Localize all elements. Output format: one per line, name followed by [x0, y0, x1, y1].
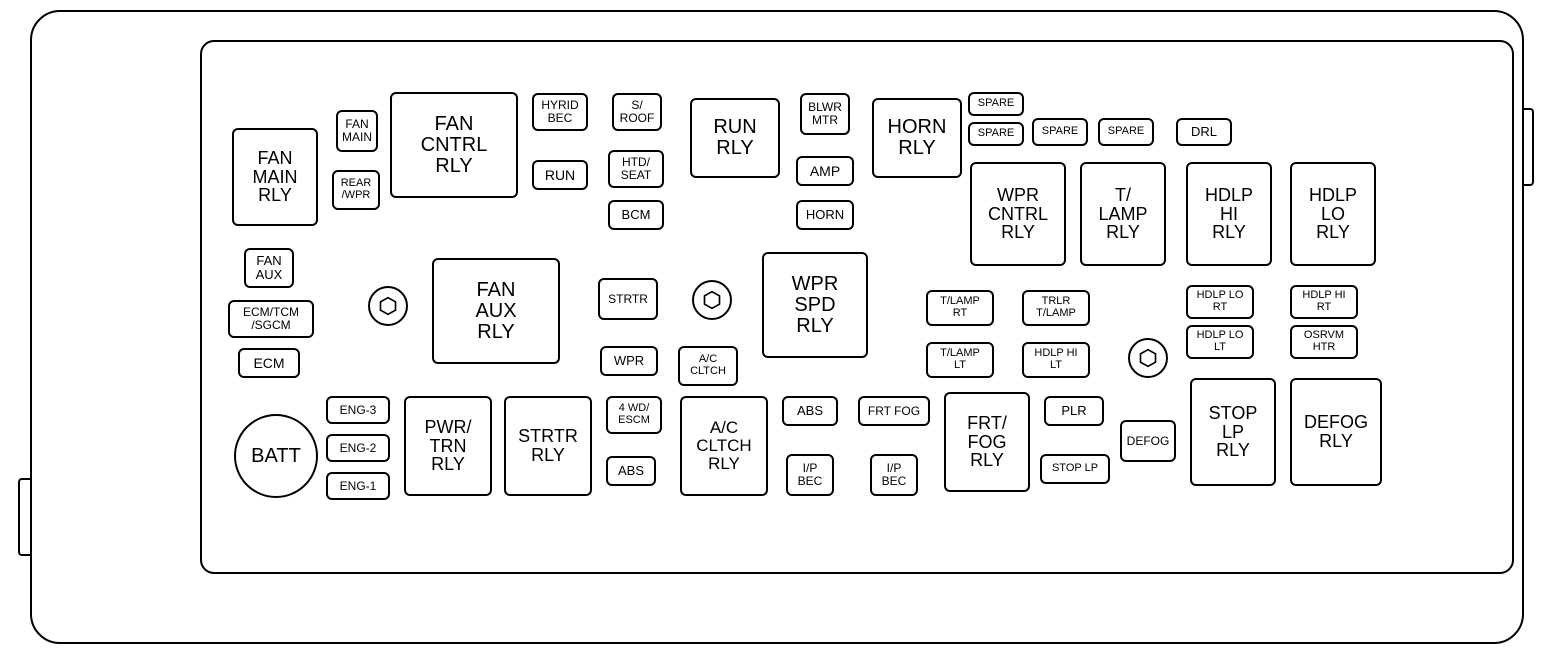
- fuse-hdlp-hi-lt: HDLP HI LT: [1022, 342, 1090, 378]
- fuse-fan-cntrl-rly: FAN CNTRL RLY: [390, 92, 518, 198]
- fuse-amp: AMP: [796, 156, 854, 186]
- fuse-ecm: ECM: [238, 348, 300, 378]
- hex-icon: [378, 296, 398, 316]
- fuse-fan-aux-f: FAN AUX: [244, 248, 294, 288]
- fuse-ip-bec-1: I/P BEC: [786, 454, 834, 496]
- fuse-s-roof: S/ ROOF: [612, 93, 662, 131]
- fuse-spare1: SPARE: [968, 92, 1024, 116]
- fuse-4wd-escm: 4 WD/ ESCM: [606, 396, 662, 434]
- hex-icon: [702, 290, 722, 310]
- fuse-defog-f: DEFOG: [1120, 420, 1176, 462]
- fuse-plr: PLR: [1044, 396, 1104, 426]
- fuse-stop-lp-rly: STOP LP RLY: [1190, 378, 1276, 486]
- fuse-osrvm-htr: OSRVM HTR: [1290, 325, 1358, 359]
- fuse-stop-lp: STOP LP: [1040, 454, 1110, 484]
- fuse-spare3: SPARE: [1032, 118, 1088, 146]
- fuse-frt-fog-f: FRT FOG: [858, 396, 930, 426]
- fuse-frt-fog-rly: FRT/ FOG RLY: [944, 392, 1030, 492]
- fuse-wpr-spd-rly: WPR SPD RLY: [762, 252, 868, 358]
- fuse-abs-f: ABS: [606, 456, 656, 486]
- fuse-t-lamp-rt: T/LAMP RT: [926, 290, 994, 326]
- fuse-t-lamp-rly: T/ LAMP RLY: [1080, 162, 1166, 266]
- fuse-horn-f: HORN: [796, 200, 854, 230]
- hex-icon: [1138, 348, 1158, 368]
- fuse-eng-3: ENG-3: [326, 396, 390, 424]
- fuse-fan-main-rly: FAN MAIN RLY: [232, 128, 318, 226]
- fuse-ac-cltch-f: A/C CLTCH: [678, 346, 738, 386]
- fuse-strtr-rly: STRTR RLY: [504, 396, 592, 496]
- fuse-eng-1: ENG-1: [326, 472, 390, 500]
- fuse-pwr-trn-rly: PWR/ TRN RLY: [404, 396, 492, 496]
- fuse-hdlp-lo-rt: HDLP LO RT: [1186, 285, 1254, 319]
- fuse-run-rly: RUN RLY: [690, 98, 780, 178]
- fuse-spare4: SPARE: [1098, 118, 1154, 146]
- fuse-hdlp-lo-lt: HDLP LO LT: [1186, 325, 1254, 359]
- fuse-fan-main: FAN MAIN: [336, 110, 378, 152]
- fuse-blwr-mtr: BLWR MTR: [800, 93, 850, 135]
- fuse-box-diagram: FAN MAIN RLY FAN MAIN REAR /WPRFAN CNTRL R…: [0, 0, 1551, 650]
- batt-circle: BATT: [234, 414, 318, 498]
- fuse-run: RUN: [532, 160, 588, 190]
- fuse-t-lamp-lt: T/LAMP LT: [926, 342, 994, 378]
- bolt-hole-1: [692, 280, 732, 320]
- fuse-ac-cltch-rly: A/C CLTCH RLY: [680, 396, 768, 496]
- fuse-hybrid-bec: HYRID BEC: [532, 93, 588, 131]
- bolt-hole-0: [368, 286, 408, 326]
- fuse-ip-bec-2: I/P BEC: [870, 454, 918, 496]
- fuse-bcm: BCM: [608, 200, 664, 230]
- fuse-wpr-cntrl-rly: WPR CNTRL RLY: [970, 162, 1066, 266]
- fuse-rear-wpr: REAR /WPR: [332, 170, 380, 210]
- fuse-hdlp-lo-rly: HDLP LO RLY: [1290, 162, 1376, 266]
- fuse-eng-2: ENG-2: [326, 434, 390, 462]
- bolt-hole-2: [1128, 338, 1168, 378]
- fuse-ecm-tcm-sgcm: ECM/TCM /SGCM: [228, 300, 314, 338]
- fuse-strtr: STRTR: [598, 278, 658, 320]
- fuse-hdlp-hi-rly: HDLP HI RLY: [1186, 162, 1272, 266]
- fuse-htd-seat: HTD/ SEAT: [608, 150, 664, 188]
- fuse-spare2: SPARE: [968, 122, 1024, 146]
- fuse-hdlp-hi-rt: HDLP HI RT: [1290, 285, 1358, 319]
- fuse-abs: ABS: [782, 396, 838, 426]
- fuse-defog-rly: DEFOG RLY: [1290, 378, 1382, 486]
- fuse-wpr: WPR: [600, 346, 658, 376]
- fuse-trlr-t-lamp: TRLR T/LAMP: [1022, 290, 1090, 326]
- fuse-horn-rly: HORN RLY: [872, 98, 962, 178]
- fuse-fan-aux-rly: FAN AUX RLY: [432, 258, 560, 364]
- fuse-drl: DRL: [1176, 118, 1232, 146]
